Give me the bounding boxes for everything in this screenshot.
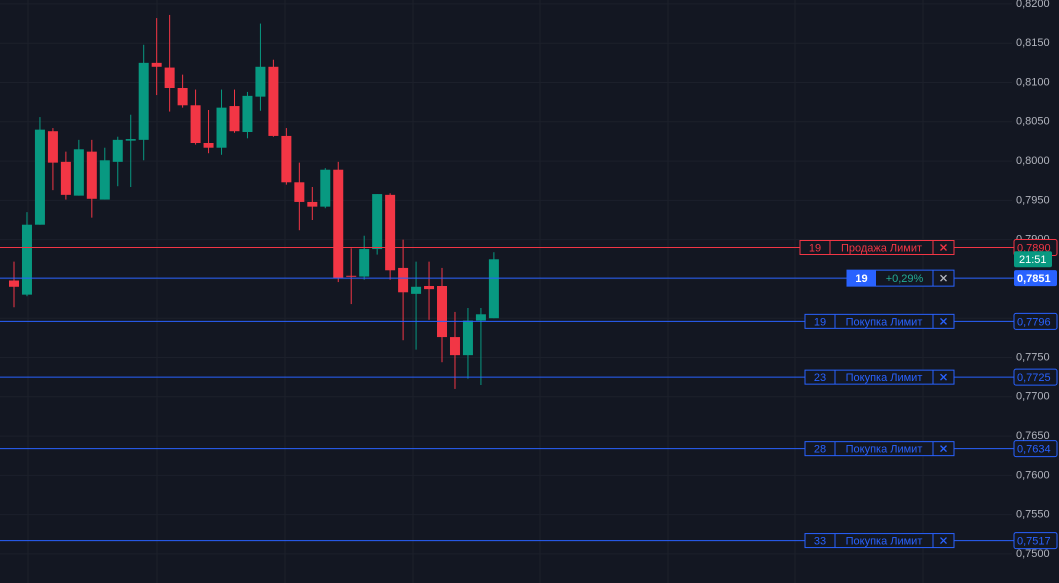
candle-body [177, 88, 188, 106]
candle-body [398, 267, 409, 293]
y-tick-label: 0,8200 [1016, 0, 1050, 10]
candle-body [203, 143, 214, 148]
price-label: 0,7634 [1017, 444, 1051, 456]
price-label: 0,7796 [1017, 316, 1051, 328]
order-label: Покупка Лимит [846, 444, 923, 456]
candle-body [346, 275, 357, 277]
candle-body [73, 149, 84, 196]
order-qty: 33 [814, 535, 826, 547]
y-tick-label: 0,7550 [1016, 509, 1050, 521]
y-tick-label: 0,7500 [1016, 548, 1050, 560]
candle-body [21, 224, 32, 295]
candle-body [216, 107, 227, 148]
order-label: Продажа Лимит [841, 242, 922, 254]
close-icon [940, 537, 947, 545]
candle-body [449, 337, 460, 356]
close-icon [940, 373, 947, 381]
candle-body [385, 194, 396, 271]
order-qty: 28 [814, 444, 826, 456]
order-qty: 19 [814, 316, 826, 328]
y-tick-label: 0,7700 [1016, 391, 1050, 403]
candle-body [138, 62, 149, 140]
order-box [804, 313, 955, 329]
countdown-box [1014, 251, 1052, 268]
order-qty: 23 [814, 372, 826, 384]
position-pnl: +0,29% [886, 273, 924, 285]
order-label: Покупка Лимит [846, 535, 923, 547]
candle-body [60, 161, 71, 195]
candle-body [307, 201, 318, 207]
candle-body [475, 314, 486, 321]
order-qty: 19 [809, 242, 821, 254]
order-label: Покупка Лимит [846, 372, 923, 384]
price-label: 0,7725 [1017, 372, 1051, 384]
candle-body [34, 129, 45, 225]
candle-body [190, 105, 201, 143]
price-label-box [1013, 368, 1058, 386]
position-qty: 19 [855, 273, 867, 285]
order-label: Покупка Лимит [846, 316, 923, 328]
candle-body [125, 139, 136, 141]
price-label-box [1014, 270, 1057, 287]
candle-body [359, 249, 370, 277]
candle-body [411, 286, 422, 294]
y-tick-label: 0,7600 [1016, 469, 1050, 481]
y-tick-label: 0,8150 [1016, 37, 1050, 49]
y-tick-label: 0,8100 [1016, 76, 1050, 88]
y-tick-label: 0,7650 [1016, 430, 1050, 442]
order-box [804, 369, 955, 385]
vertical-grid [27, 0, 924, 583]
candle-body [229, 106, 240, 132]
close-icon [940, 274, 947, 282]
candle-body [242, 95, 253, 132]
candle-body [9, 280, 19, 287]
candle-body [268, 66, 279, 136]
close-icon [940, 244, 947, 251]
candle-body [294, 182, 305, 202]
price-label-box [1013, 532, 1058, 550]
order-box [804, 533, 955, 549]
candle-body [112, 139, 123, 162]
y-tick-label: 0,8050 [1016, 116, 1050, 128]
candle-body [86, 151, 97, 199]
price-label-box [1013, 312, 1058, 330]
candle-body [320, 169, 331, 207]
candle-body [281, 135, 292, 183]
close-icon [940, 445, 947, 453]
candle-body [437, 286, 448, 338]
y-tick-label: 0,7950 [1016, 194, 1050, 206]
candle-body [372, 194, 383, 250]
candle-body [462, 320, 473, 356]
candle-body [424, 286, 435, 290]
candle-body [47, 131, 58, 163]
order-box [804, 441, 955, 457]
y-tick-label: 0,8000 [1016, 155, 1050, 167]
position-qty-box [847, 270, 876, 287]
close-icon [940, 317, 947, 325]
candle-body [333, 169, 344, 279]
candle-body [488, 259, 499, 319]
price-label-box [1013, 440, 1058, 458]
order-box [799, 240, 955, 255]
horizontal-grid [0, 3, 1012, 555]
price-label: 0,7517 [1017, 535, 1051, 547]
candle-body [151, 62, 162, 67]
price-label: 0,7851 [1017, 273, 1051, 285]
countdown: 21:51 [1019, 254, 1047, 266]
candle-body [255, 66, 266, 97]
candle-body [99, 160, 110, 200]
candle-body [164, 67, 175, 88]
y-tick-label: 0,7750 [1016, 351, 1050, 363]
